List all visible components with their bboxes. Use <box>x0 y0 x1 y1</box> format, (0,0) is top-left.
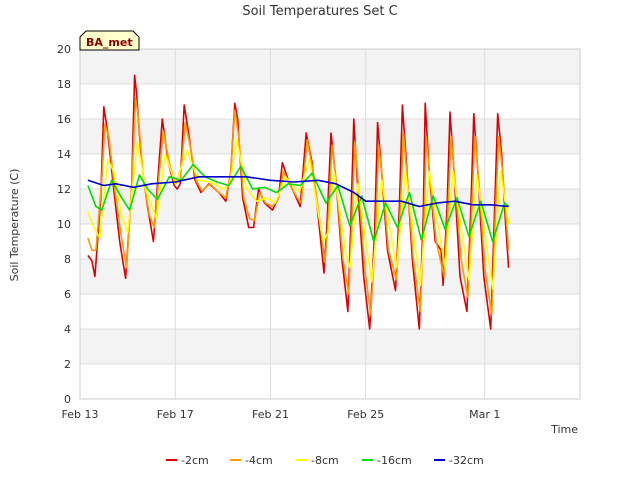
y-tick-label: 0 <box>64 393 71 406</box>
plot-band <box>80 329 580 364</box>
y-tick-label: 6 <box>64 288 71 301</box>
series-line-neg4cm <box>87 97 510 316</box>
plot-band <box>80 49 580 84</box>
x-tick-label: Feb 21 <box>252 408 289 421</box>
x-tick-label: Mar 1 <box>469 408 500 421</box>
plot-frame <box>79 48 581 400</box>
y-axis-ticks: 0 2 4 6 8 10 12 14 16 18 20 <box>57 43 71 406</box>
legend-label: -32cm <box>449 454 484 467</box>
chart-title: Soil Temperatures Set C <box>242 4 397 19</box>
y-tick-label: 14 <box>57 148 71 161</box>
series-layer <box>87 74 510 330</box>
y-tick-label: 2 <box>64 358 71 371</box>
legend-label: -2cm <box>181 454 209 467</box>
legend-label: -8cm <box>311 454 339 467</box>
plot-band <box>80 259 580 294</box>
station-badge: BA_met <box>79 30 140 51</box>
y-tick-label: 16 <box>57 113 71 126</box>
y-tick-label: 8 <box>64 253 71 266</box>
x-axis-ticks: Feb 13 Feb 17 Feb 21 Feb 25 Mar 1 <box>62 408 501 421</box>
x-tick-label: Feb 13 <box>62 408 99 421</box>
plot-band <box>80 364 580 399</box>
plot-band <box>80 84 580 119</box>
y-tick-label: 4 <box>64 323 71 336</box>
legend-label: -4cm <box>245 454 273 467</box>
badge-background <box>79 30 140 51</box>
legend-label: -16cm <box>377 454 412 467</box>
y-tick-label: 20 <box>57 43 71 56</box>
series-line-neg32cm <box>87 176 509 208</box>
legend: -2cm -4cm -8cm -16cm -32cm <box>166 454 484 467</box>
y-tick-label: 10 <box>57 218 71 231</box>
plot-band <box>80 294 580 329</box>
y-axis-label: Soil Temperature (C) <box>8 169 21 282</box>
x-tick-label: Feb 17 <box>157 408 194 421</box>
series-line-neg16cm <box>87 163 510 243</box>
badge-label: BA_met <box>86 36 133 49</box>
x-tick-label: Feb 25 <box>347 408 384 421</box>
y-tick-label: 12 <box>57 183 71 196</box>
x-axis-label: Time <box>550 423 578 436</box>
y-tick-label: 18 <box>57 78 71 91</box>
